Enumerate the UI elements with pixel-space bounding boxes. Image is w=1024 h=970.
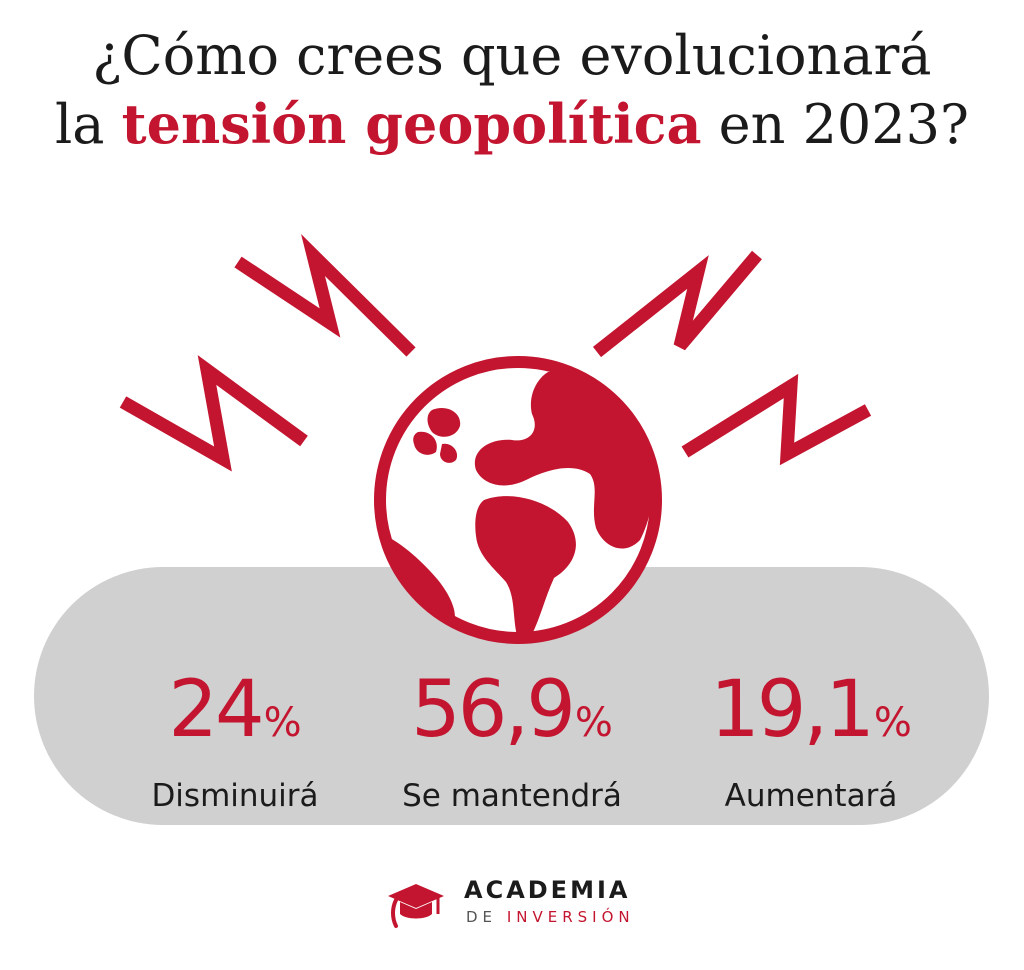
- stat-percent-sign: %: [263, 700, 302, 746]
- title-line-2-suffix: en 2023?: [701, 93, 969, 156]
- brand-subtitle: DE INVERSIÓN: [466, 908, 635, 926]
- brand-subtitle-inversion: INVERSIÓN: [506, 908, 635, 926]
- title-highlight: tensión geopolítica: [121, 92, 702, 156]
- stat-label: Disminuirá: [151, 778, 319, 814]
- stat-value: 19,1%: [671, 668, 951, 773]
- page-title: ¿Cómo crees que evolucionará la tensión …: [0, 22, 1024, 159]
- stat-label: Se mantendrá: [402, 778, 622, 814]
- title-line-2-prefix: la: [55, 93, 122, 156]
- stat-value: 24%: [95, 668, 375, 773]
- globe-europe-asia: [474, 371, 655, 549]
- graduation-cap-icon: [388, 884, 444, 928]
- lightning-left-upper-icon: [234, 234, 416, 357]
- stat-number: 24: [168, 665, 264, 755]
- stat-increase: 19,1% Aumentará: [671, 668, 951, 815]
- brand-subtitle-de: DE: [466, 908, 498, 926]
- brand-logo: ACADEMIA DE INVERSIÓN: [386, 876, 656, 936]
- stat-maintain: 56,9% Se mantendrá: [372, 668, 652, 815]
- globe-island-1: [427, 407, 461, 437]
- globe-island-2: [413, 431, 437, 455]
- title-line-1: ¿Cómo crees que evolucionará: [92, 24, 932, 87]
- globe-south-america: [475, 496, 576, 638]
- lightning-right-upper-icon: [592, 250, 762, 358]
- stat-value: 56,9%: [372, 668, 652, 773]
- lightning-left-lower-icon: [119, 355, 308, 472]
- stat-percent-sign: %: [574, 700, 613, 746]
- title-line-2: la tensión geopolítica en 2023?: [0, 90, 1024, 159]
- lightning-right-lower-icon: [681, 373, 872, 466]
- globe-island-3: [440, 443, 458, 463]
- globe-icon: [374, 356, 662, 644]
- stat-number: 19,1: [710, 665, 875, 755]
- stat-percent-sign: %: [873, 700, 912, 746]
- stat-number: 56,9: [411, 665, 576, 755]
- stat-decrease: 24% Disminuirá: [95, 668, 375, 815]
- stat-label: Aumentará: [724, 778, 898, 814]
- brand-name: ACADEMIA: [464, 876, 631, 904]
